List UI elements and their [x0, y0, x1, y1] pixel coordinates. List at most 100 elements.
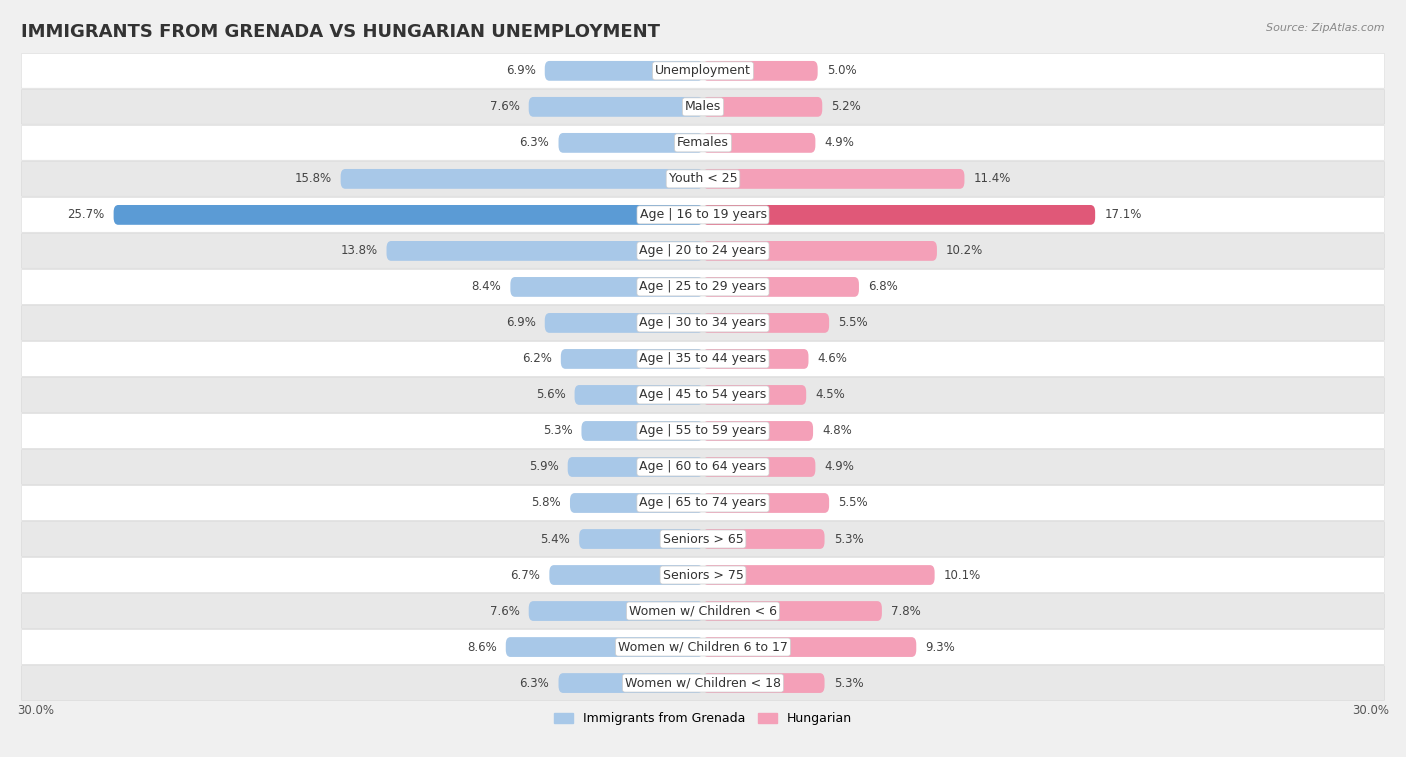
Text: Age | 16 to 19 years: Age | 16 to 19 years [640, 208, 766, 221]
FancyBboxPatch shape [569, 493, 703, 513]
FancyBboxPatch shape [703, 313, 830, 333]
FancyBboxPatch shape [21, 234, 1385, 268]
Text: 6.3%: 6.3% [520, 136, 550, 149]
FancyBboxPatch shape [703, 169, 965, 188]
FancyBboxPatch shape [703, 205, 1095, 225]
Text: 6.8%: 6.8% [868, 280, 898, 294]
FancyBboxPatch shape [21, 450, 1385, 484]
FancyBboxPatch shape [558, 133, 703, 153]
FancyBboxPatch shape [558, 673, 703, 693]
Text: Age | 30 to 34 years: Age | 30 to 34 years [640, 316, 766, 329]
FancyBboxPatch shape [529, 601, 703, 621]
FancyBboxPatch shape [703, 637, 917, 657]
Text: Seniors > 75: Seniors > 75 [662, 569, 744, 581]
Text: Seniors > 65: Seniors > 65 [662, 532, 744, 546]
Text: 17.1%: 17.1% [1104, 208, 1142, 221]
Text: Unemployment: Unemployment [655, 64, 751, 77]
Text: Age | 55 to 59 years: Age | 55 to 59 years [640, 425, 766, 438]
Text: 4.6%: 4.6% [818, 353, 848, 366]
Text: 5.8%: 5.8% [531, 497, 561, 509]
FancyBboxPatch shape [21, 413, 1385, 448]
Text: 10.1%: 10.1% [943, 569, 981, 581]
FancyBboxPatch shape [703, 565, 935, 585]
FancyBboxPatch shape [703, 385, 806, 405]
FancyBboxPatch shape [114, 205, 703, 225]
Text: 5.5%: 5.5% [838, 316, 868, 329]
Text: 4.5%: 4.5% [815, 388, 845, 401]
Text: 9.3%: 9.3% [925, 640, 955, 653]
Text: Age | 25 to 29 years: Age | 25 to 29 years [640, 280, 766, 294]
FancyBboxPatch shape [568, 457, 703, 477]
Text: 8.6%: 8.6% [467, 640, 496, 653]
FancyBboxPatch shape [21, 378, 1385, 413]
FancyBboxPatch shape [21, 161, 1385, 196]
Text: Age | 35 to 44 years: Age | 35 to 44 years [640, 353, 766, 366]
FancyBboxPatch shape [340, 169, 703, 188]
Text: 13.8%: 13.8% [340, 245, 377, 257]
Text: 5.3%: 5.3% [543, 425, 572, 438]
Text: Women w/ Children 6 to 17: Women w/ Children 6 to 17 [619, 640, 787, 653]
Text: 4.8%: 4.8% [823, 425, 852, 438]
FancyBboxPatch shape [21, 341, 1385, 376]
Text: Women w/ Children < 18: Women w/ Children < 18 [626, 677, 780, 690]
Text: Age | 65 to 74 years: Age | 65 to 74 years [640, 497, 766, 509]
FancyBboxPatch shape [703, 673, 824, 693]
Text: Youth < 25: Youth < 25 [669, 173, 737, 185]
FancyBboxPatch shape [21, 558, 1385, 592]
Text: Age | 45 to 54 years: Age | 45 to 54 years [640, 388, 766, 401]
FancyBboxPatch shape [703, 349, 808, 369]
Text: 5.0%: 5.0% [827, 64, 856, 77]
Text: Women w/ Children < 6: Women w/ Children < 6 [628, 605, 778, 618]
Text: 5.2%: 5.2% [831, 101, 862, 114]
Text: 5.4%: 5.4% [540, 532, 569, 546]
Legend: Immigrants from Grenada, Hungarian: Immigrants from Grenada, Hungarian [550, 708, 856, 731]
FancyBboxPatch shape [21, 665, 1385, 700]
FancyBboxPatch shape [544, 61, 703, 81]
Text: 6.3%: 6.3% [520, 677, 550, 690]
Text: 15.8%: 15.8% [294, 173, 332, 185]
FancyBboxPatch shape [21, 126, 1385, 160]
FancyBboxPatch shape [582, 421, 703, 441]
Text: IMMIGRANTS FROM GRENADA VS HUNGARIAN UNEMPLOYMENT: IMMIGRANTS FROM GRENADA VS HUNGARIAN UNE… [21, 23, 659, 41]
FancyBboxPatch shape [510, 277, 703, 297]
FancyBboxPatch shape [544, 313, 703, 333]
FancyBboxPatch shape [703, 601, 882, 621]
Text: 25.7%: 25.7% [67, 208, 104, 221]
Text: Males: Males [685, 101, 721, 114]
Text: 7.6%: 7.6% [489, 101, 520, 114]
FancyBboxPatch shape [506, 637, 703, 657]
FancyBboxPatch shape [21, 89, 1385, 124]
Text: Age | 20 to 24 years: Age | 20 to 24 years [640, 245, 766, 257]
Text: 5.3%: 5.3% [834, 532, 863, 546]
FancyBboxPatch shape [703, 529, 824, 549]
FancyBboxPatch shape [703, 61, 818, 81]
Text: Source: ZipAtlas.com: Source: ZipAtlas.com [1267, 23, 1385, 33]
Text: 30.0%: 30.0% [1351, 703, 1389, 717]
FancyBboxPatch shape [703, 493, 830, 513]
FancyBboxPatch shape [703, 457, 815, 477]
FancyBboxPatch shape [703, 421, 813, 441]
FancyBboxPatch shape [21, 198, 1385, 232]
Text: 8.4%: 8.4% [471, 280, 501, 294]
FancyBboxPatch shape [21, 522, 1385, 556]
FancyBboxPatch shape [579, 529, 703, 549]
Text: 6.9%: 6.9% [506, 316, 536, 329]
Text: Females: Females [678, 136, 728, 149]
Text: 10.2%: 10.2% [946, 245, 983, 257]
Text: 4.9%: 4.9% [824, 460, 855, 473]
FancyBboxPatch shape [21, 54, 1385, 88]
Text: Age | 60 to 64 years: Age | 60 to 64 years [640, 460, 766, 473]
FancyBboxPatch shape [561, 349, 703, 369]
FancyBboxPatch shape [21, 306, 1385, 340]
FancyBboxPatch shape [703, 277, 859, 297]
Text: 5.3%: 5.3% [834, 677, 863, 690]
FancyBboxPatch shape [387, 241, 703, 261]
Text: 5.6%: 5.6% [536, 388, 565, 401]
FancyBboxPatch shape [21, 269, 1385, 304]
Text: 6.2%: 6.2% [522, 353, 551, 366]
Text: 30.0%: 30.0% [17, 703, 55, 717]
FancyBboxPatch shape [703, 97, 823, 117]
Text: 5.9%: 5.9% [529, 460, 558, 473]
FancyBboxPatch shape [21, 486, 1385, 520]
Text: 6.9%: 6.9% [506, 64, 536, 77]
